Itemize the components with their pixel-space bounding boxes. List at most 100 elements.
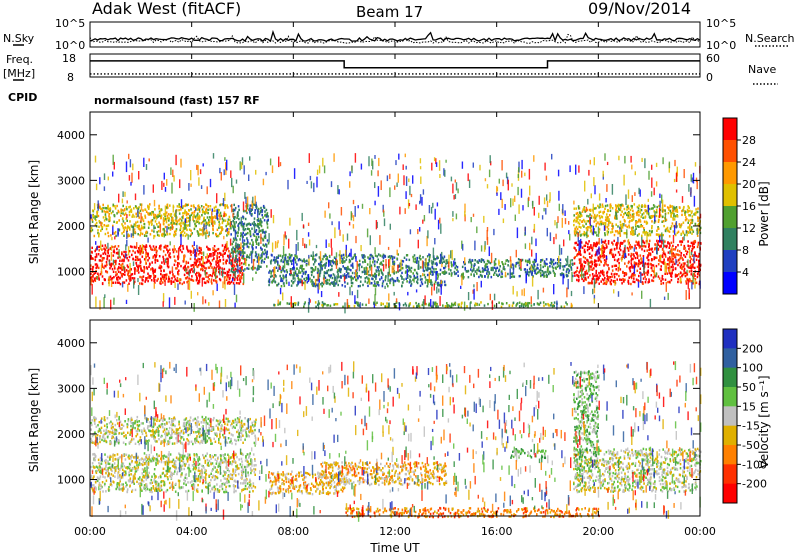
heatmap-cell — [369, 274, 372, 277]
heatmap-cell — [613, 258, 616, 262]
heatmap-cell — [127, 270, 129, 273]
heatmap-cell — [104, 264, 106, 268]
heatmap-cell — [643, 227, 645, 230]
heatmap-cell — [212, 268, 215, 271]
heatmap-cell — [337, 276, 339, 279]
heatmap-cell — [106, 258, 108, 261]
heatmap-cell — [664, 240, 666, 243]
heatmap-cell — [382, 280, 385, 283]
heatmap-cell — [641, 248, 643, 251]
heatmap-cell — [211, 274, 213, 278]
heatmap-cell — [152, 245, 155, 248]
heatmap-cell — [691, 228, 694, 232]
heatmap-cell — [498, 269, 500, 273]
heatmap-cell — [191, 278, 194, 282]
heatmap-cell — [129, 220, 131, 223]
heatmap-cell — [597, 256, 600, 259]
heatmap-cell — [539, 264, 542, 267]
heatmap-cell — [678, 250, 681, 253]
heatmap-cell — [189, 251, 192, 254]
heatmap-cell — [536, 263, 539, 266]
heatmap-cell — [644, 203, 646, 208]
heatmap-cell — [163, 274, 165, 277]
heatmap-cell — [153, 230, 155, 233]
heatmap-cell — [689, 209, 691, 213]
heatmap-cell — [648, 278, 650, 281]
heatmap-cell — [233, 229, 235, 232]
heatmap-cell — [341, 257, 344, 260]
heatmap-cell — [90, 229, 92, 233]
heatmap-cell — [218, 226, 220, 229]
heatmap-cell — [402, 260, 405, 263]
heatmap-cell — [169, 252, 171, 255]
heatmap-cell — [646, 212, 648, 215]
heatmap-cell — [163, 262, 166, 265]
heatmap-cell — [257, 225, 260, 228]
heatmap-cell — [580, 241, 583, 244]
heatmap-cell — [601, 240, 604, 244]
heatmap-cell — [250, 209, 252, 213]
heatmap-cell — [184, 204, 186, 208]
heatmap-cell — [322, 282, 325, 286]
heatmap-cell — [152, 256, 154, 259]
heatmap-cell — [215, 267, 217, 270]
heatmap-cell — [631, 206, 633, 209]
heatmap-cell — [488, 272, 491, 275]
heatmap-cell — [351, 281, 354, 285]
heatmap-cell — [301, 269, 303, 273]
heatmap-cell — [615, 268, 617, 271]
heatmap-cell — [188, 279, 191, 291]
heatmap-cell — [585, 241, 587, 244]
heatmap-cell — [216, 283, 218, 292]
heatmap-cell — [123, 234, 125, 237]
heatmap-cell — [260, 220, 263, 223]
heatmap-cell — [102, 216, 105, 219]
heatmap-cell — [486, 262, 488, 266]
power-heatmap — [90, 153, 702, 314]
heatmap-cell — [217, 217, 219, 220]
heatmap-cell — [160, 269, 162, 273]
heatmap-cell — [577, 207, 580, 210]
heatmap-cell — [603, 254, 605, 257]
heatmap-cell — [658, 235, 660, 238]
heatmap-cell — [530, 265, 532, 271]
heatmap-cell — [152, 268, 154, 271]
heatmap-cell — [623, 274, 626, 277]
heatmap-cell — [244, 217, 247, 221]
heatmap-cell — [259, 229, 262, 233]
sky-panel: N.Sky 10^5 10^0 10^5 10^0 N.Search — [3, 17, 795, 52]
heatmap-cell — [564, 218, 567, 225]
heatmap-cell — [473, 274, 475, 278]
heatmap-cell — [439, 174, 441, 179]
heatmap-cell — [501, 270, 503, 273]
heatmap-cell — [227, 220, 229, 224]
heatmap-cell — [643, 273, 645, 276]
heatmap-cell — [581, 220, 584, 223]
heatmap-cell — [633, 255, 635, 258]
heatmap-cell — [201, 214, 203, 217]
heatmap-cell — [268, 233, 270, 243]
heatmap-cell — [238, 250, 240, 253]
heatmap-cell — [176, 205, 179, 208]
heatmap-cell — [672, 230, 675, 233]
heatmap-cell — [208, 254, 210, 258]
heatmap-cell — [164, 225, 167, 229]
heatmap-cell — [617, 205, 619, 208]
heatmap-cell — [450, 304, 453, 308]
heatmap-cell — [240, 262, 243, 265]
heatmap-cell — [277, 263, 279, 266]
heatmap-cell — [357, 304, 359, 307]
heatmap-cell — [318, 256, 321, 259]
heatmap-cell — [186, 203, 188, 207]
heatmap-cell — [251, 208, 253, 211]
heatmap-cell — [223, 211, 226, 214]
heatmap-cell — [311, 282, 313, 286]
heatmap-cell — [520, 268, 522, 271]
heatmap-cell — [321, 281, 323, 285]
heatmap-cell — [672, 252, 674, 255]
heatmap-cell — [448, 304, 450, 308]
heatmap-cell — [609, 280, 612, 284]
heatmap-cell — [464, 257, 466, 264]
heatmap-cell — [233, 216, 235, 219]
heatmap-cell — [538, 270, 540, 273]
